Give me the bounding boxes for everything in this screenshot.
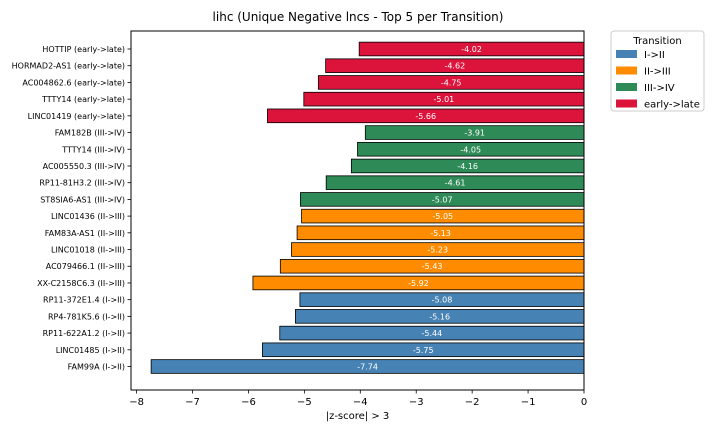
bar-value-label: -5.44 <box>422 329 443 338</box>
y-tick-label: ST8SIA6-AS1 (III->IV) <box>40 195 125 204</box>
y-tick-label: FAM99A (I->II) <box>68 363 125 372</box>
y-tick-label: HORMAD2-AS1 (early->late) <box>12 62 125 71</box>
x-tick-label: −1 <box>521 397 536 408</box>
y-tick-label: LINC01436 (II->III) <box>51 212 125 221</box>
bar-value-label: -4.61 <box>445 179 466 188</box>
bar-value-label: -5.01 <box>434 95 455 104</box>
y-tick-label: AC079466.1 (II->III) <box>46 262 125 271</box>
bar-value-label: -7.74 <box>357 363 378 372</box>
bar-value-label: -4.02 <box>461 45 482 54</box>
x-tick-label: −7 <box>185 397 200 408</box>
bar-value-label: -5.13 <box>430 229 451 238</box>
y-tick-label: FAM83A-AS1 (II->III) <box>45 229 125 238</box>
legend-label: I->II <box>644 50 665 61</box>
y-tick-label: RP4-781K5.6 (I->II) <box>48 312 125 321</box>
legend-label: III->IV <box>644 83 675 94</box>
y-tick-label: TTTY14 (III->IV) <box>61 145 125 154</box>
bar-value-label: -4.62 <box>444 62 465 71</box>
bar-value-label: -4.05 <box>460 145 481 154</box>
x-tick-label: 0 <box>581 397 587 408</box>
chart-title: lihc (Unique Negative lncs - Top 5 per T… <box>213 10 504 24</box>
legend-title: Transition <box>632 36 681 47</box>
x-axis: −8 −7 −6 −5 −4 −3 −2 −1 0 <box>129 390 587 408</box>
y-tick-label: RP11-81H3.2 (III->IV) <box>39 179 125 188</box>
y-tick-label: LINC01018 (II->III) <box>51 246 125 255</box>
bars-layer: -4.02 -4.62 -4.75 -5.01 -5.66 -3.91 -4.05 -4.16… <box>150 41 585 374</box>
legend-swatch <box>616 83 637 91</box>
bar-value-label: -4.16 <box>457 162 478 171</box>
y-tick-label: LINC01485 (I->II) <box>56 346 125 355</box>
x-tick-label: −2 <box>465 397 480 408</box>
legend-entries: I->II II->III III->IV early->late <box>616 50 700 111</box>
y-tick-label: RP11-372E1.4 (I->II) <box>43 296 125 305</box>
x-tick-label: −5 <box>297 397 312 408</box>
x-tick-label: −3 <box>409 397 424 408</box>
y-tick-label: LINC01419 (early->late) <box>28 112 125 121</box>
y-tick-labels: HOTTIP (early->late) HORMAD2-AS1 (early->… <box>12 45 131 372</box>
bar-value-label: -5.23 <box>427 246 448 255</box>
legend-label: II->III <box>644 67 671 78</box>
y-tick-label: XX-C2158C6.3 (II->III) <box>37 279 125 288</box>
x-axis-label: |z-score| > 3 <box>326 411 390 422</box>
y-tick-label: FAM182B (III->IV) <box>55 129 125 138</box>
bar-value-label: -5.05 <box>432 212 453 221</box>
y-tick-label: RP11-622A1.2 (I->II) <box>43 329 125 338</box>
y-tick-label: AC005550.3 (III->IV) <box>43 162 125 171</box>
y-tick-label: HOTTIP (early->late) <box>42 45 125 54</box>
x-tick-label: −6 <box>241 397 256 408</box>
bar-value-label: -5.75 <box>413 346 434 355</box>
bar-value-label: -5.16 <box>429 312 450 321</box>
x-tick-label: −4 <box>353 397 368 408</box>
y-tick-label: AC004862.6 (early->late) <box>22 78 125 87</box>
bar-value-label: -5.07 <box>432 195 453 204</box>
legend: Transition I->II II->III III->IV early->lat… <box>610 30 705 112</box>
legend-swatch <box>616 99 637 108</box>
bar-value-label: -5.66 <box>415 112 436 121</box>
y-tick-label: TTTY14 (early->late) <box>41 95 125 104</box>
legend-swatch <box>616 50 637 58</box>
bar-value-label: -4.75 <box>441 78 462 87</box>
bar-value-label: -5.92 <box>408 279 429 288</box>
bar-value-label: -3.91 <box>464 129 485 138</box>
legend-label: early->late <box>644 100 700 111</box>
bar-value-label: -5.43 <box>422 262 443 271</box>
plot-frame <box>130 30 585 391</box>
x-tick-label: −8 <box>129 397 144 408</box>
bar-value-label: -5.08 <box>432 296 453 305</box>
legend-swatch <box>616 66 637 75</box>
